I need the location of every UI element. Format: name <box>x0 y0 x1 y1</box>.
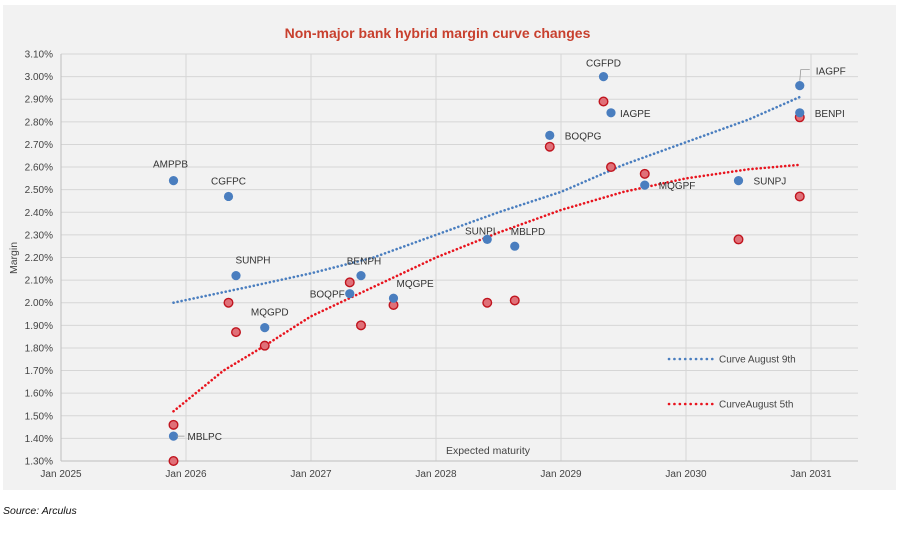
point-aug-9 <box>388 293 399 303</box>
point-labels: AMPPB CGFPC SUNPH MQGPD MBLPC BENPH BOQPF MQGPE… <box>153 59 846 444</box>
point-aug-5 <box>168 456 179 467</box>
point-label: BENPI <box>815 109 845 120</box>
point-aug-9 <box>168 176 179 186</box>
leader-line <box>799 69 810 81</box>
point-aug-9 <box>231 270 241 281</box>
y-tick-label: 1.90% <box>25 321 53 332</box>
point-aug-9 <box>545 130 555 140</box>
point-label: SUNPH <box>235 256 270 267</box>
point-label: BENPH <box>347 257 381 268</box>
y-tick-label: 1.60% <box>25 389 53 400</box>
point-label: MQGPE <box>397 279 435 290</box>
x-tick-label: Jan 2025 <box>40 469 82 480</box>
point-aug-5 <box>598 96 609 107</box>
point-aug-5 <box>639 168 650 179</box>
data-points <box>168 72 805 467</box>
legend: Curve August 9th CurveAugust 5th <box>667 355 796 411</box>
point-aug-5 <box>606 162 617 173</box>
legend-label: Curve August 9th <box>719 355 796 366</box>
point-aug-9 <box>260 322 270 333</box>
point-aug-9 <box>223 191 234 202</box>
point-label: MQGPF <box>659 181 696 192</box>
point-aug-5 <box>509 295 520 306</box>
y-tick-label: 2.70% <box>25 140 53 151</box>
legend-label: CurveAugust 5th <box>719 400 794 411</box>
point-aug-9 <box>168 431 179 441</box>
axes: 1.30% 1.40% 1.50% 1.60% 1.70% 1.80% 1.90% 2.00%… <box>25 50 858 480</box>
point-aug-9 <box>345 289 355 299</box>
source-note: Source: Arculus <box>3 505 77 517</box>
x-tick-label: Jan 2031 <box>790 469 832 480</box>
x-tick-label: Jan 2026 <box>165 469 207 480</box>
y-tick-label: 2.20% <box>25 253 53 264</box>
point-label: BOQPG <box>565 131 602 142</box>
y-tick-label: 1.80% <box>25 343 53 354</box>
y-axis-label: Margin <box>8 242 20 274</box>
y-tick-label: 1.50% <box>25 411 53 422</box>
trendline-aug-9 <box>172 95 802 305</box>
point-aug-5 <box>356 320 367 331</box>
point-label: CGFPC <box>211 176 246 187</box>
point-label: IAGPE <box>620 109 651 120</box>
y-tick-label: 2.40% <box>25 208 53 219</box>
point-aug-5 <box>544 141 555 152</box>
trendlines <box>172 95 802 413</box>
chart-panel <box>3 5 896 490</box>
x-tick-label: Jan 2027 <box>290 469 332 480</box>
point-label: CGFPD <box>586 59 621 70</box>
y-tick-label: 2.50% <box>25 185 53 196</box>
point-aug-9 <box>510 241 520 251</box>
point-label: MQGPD <box>251 308 289 319</box>
point-aug-5 <box>794 191 805 202</box>
y-tick-label: 2.90% <box>25 95 53 106</box>
point-aug-5 <box>223 297 234 308</box>
point-label: AMPPB <box>153 160 188 171</box>
point-aug-9 <box>640 180 650 190</box>
point-label: BOQPF <box>310 290 345 301</box>
point-label: MBLPC <box>188 432 222 443</box>
x-tick-label: Jan 2030 <box>665 469 707 480</box>
x-tick-label: Jan 2028 <box>415 469 457 480</box>
point-aug-5 <box>230 327 241 338</box>
point-aug-9 <box>795 81 805 91</box>
x-axis-label: Expected maturity <box>446 445 531 457</box>
point-aug-5 <box>482 297 493 308</box>
gridlines <box>61 53 858 461</box>
y-tick-label: 3.10% <box>25 50 53 61</box>
point-label: SUNPJ <box>754 177 787 188</box>
point-label: MBLPD <box>511 227 545 238</box>
y-tick-label: 1.70% <box>25 366 53 377</box>
y-tick-label: 2.60% <box>25 163 53 174</box>
point-aug-5 <box>168 419 179 430</box>
point-aug-5 <box>344 277 355 288</box>
point-aug-9 <box>606 108 616 118</box>
y-tick-label: 3.00% <box>25 72 53 83</box>
y-tick-label: 2.30% <box>25 230 53 241</box>
chart-title: Non-major bank hybrid margin curve chang… <box>284 25 591 41</box>
point-aug-9 <box>598 72 609 82</box>
point-aug-9 <box>733 176 744 186</box>
y-tick-label: 2.00% <box>25 298 53 309</box>
point-label: IAGPF <box>816 67 846 78</box>
y-tick-label: 1.40% <box>25 434 53 445</box>
point-aug-9 <box>482 234 492 245</box>
y-tick-label: 1.30% <box>25 457 53 468</box>
point-aug-9 <box>795 108 805 118</box>
point-label: SUNPI <box>465 226 496 237</box>
point-aug-5 <box>733 234 744 245</box>
point-aug-9 <box>356 270 366 281</box>
point-aug-5 <box>259 340 270 351</box>
trendline-aug-5 <box>172 163 802 413</box>
y-tick-label: 2.10% <box>25 276 53 287</box>
y-tick-label: 2.80% <box>25 117 53 128</box>
x-tick-label: Jan 2029 <box>540 469 582 480</box>
